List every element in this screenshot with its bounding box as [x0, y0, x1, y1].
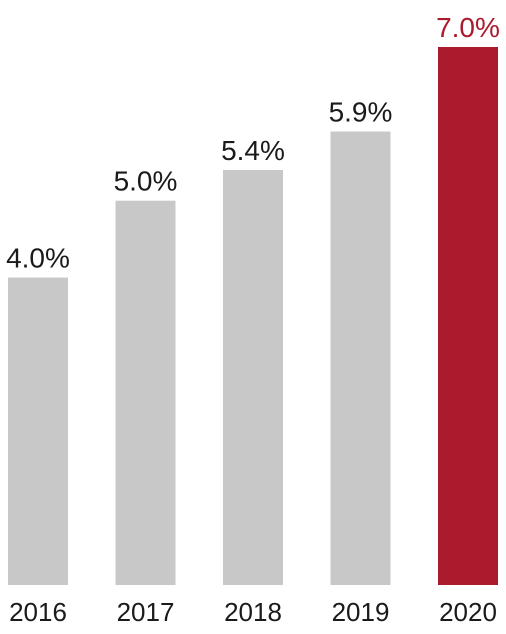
tick-labels-layer: 2016 2017 2018 2019 2020	[9, 597, 497, 627]
bars-layer	[8, 47, 498, 586]
value-label-2018: 5.4%	[221, 135, 285, 166]
x-tick-label-2019: 2019	[332, 597, 390, 627]
x-tick-label-2018: 2018	[224, 597, 282, 627]
value-label-2020: 7.0%	[436, 12, 500, 43]
bar-2020	[438, 47, 498, 585]
x-tick-label-2020: 2020	[439, 597, 497, 627]
x-tick-label-2017: 2017	[117, 597, 175, 627]
x-tick-label-2016: 2016	[9, 597, 67, 627]
bar-2019	[330, 131, 391, 586]
bar-2018	[223, 169, 283, 585]
value-label-2019: 5.9%	[329, 97, 393, 128]
value-label-2016: 4.0%	[6, 243, 70, 274]
value-label-2017: 5.0%	[114, 166, 178, 197]
value-labels-layer: 4.0% 5.0% 5.4% 5.9% 7.0%	[6, 12, 500, 274]
bar-2016	[8, 277, 68, 585]
bar-2017	[115, 200, 176, 585]
